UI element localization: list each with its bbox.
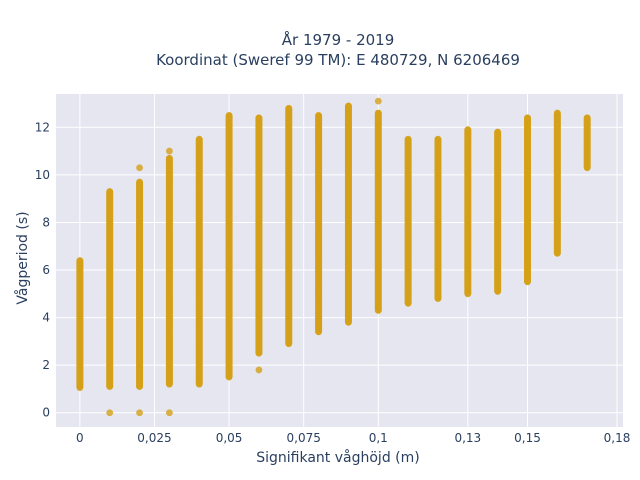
data-point <box>166 409 173 417</box>
data-column <box>165 147 173 417</box>
data-column <box>553 109 561 257</box>
data-point <box>583 114 591 122</box>
data-point <box>76 384 84 392</box>
data-point <box>166 147 173 155</box>
y-tick-label: 12 <box>35 120 50 134</box>
data-column <box>195 135 203 388</box>
data-column <box>285 104 293 348</box>
y-axis-title: Vågperiod (s) <box>14 211 31 304</box>
data-point <box>404 135 412 143</box>
data-column <box>494 128 502 295</box>
x-tick-label: 0,18 <box>604 431 631 445</box>
data-point <box>345 102 352 110</box>
data-column <box>524 114 532 286</box>
y-axis-ticks: 0 2 4 6 8 10 12 <box>35 120 50 419</box>
data-column <box>344 102 352 326</box>
y-tick-label: 6 <box>42 263 50 277</box>
data-point <box>255 366 263 374</box>
x-tick-label: 0,15 <box>514 431 541 445</box>
x-tick-label: 0,05 <box>216 431 243 445</box>
data-points <box>76 97 591 417</box>
data-point <box>106 188 114 195</box>
x-tick-label: 0,1 <box>369 431 388 445</box>
data-point <box>374 97 382 105</box>
data-point <box>464 126 472 134</box>
data-point <box>106 409 114 417</box>
data-column <box>374 97 382 314</box>
y-tick-label: 2 <box>42 358 50 372</box>
x-tick-label: 0,025 <box>137 431 171 445</box>
data-point <box>255 114 263 122</box>
data-point <box>136 409 143 417</box>
y-tick-label: 10 <box>35 168 50 182</box>
data-column <box>404 135 412 307</box>
data-point <box>494 128 502 136</box>
data-column <box>106 188 114 417</box>
data-point <box>434 135 442 143</box>
data-column <box>136 164 144 417</box>
data-point <box>285 104 293 112</box>
data-point <box>166 154 173 162</box>
data-point <box>225 112 233 119</box>
data-column <box>225 112 233 381</box>
data-column <box>315 112 323 336</box>
y-tick-label: 4 <box>42 311 50 325</box>
chart-subtitle: Koordinat (Sweref 99 TM): E 480729, N 62… <box>156 51 520 69</box>
data-point <box>136 164 143 172</box>
data-point <box>315 112 323 119</box>
data-column <box>434 135 442 302</box>
data-column <box>464 126 472 298</box>
data-column <box>583 114 591 172</box>
chart-title: År 1979 - 2019 <box>282 30 395 49</box>
y-tick-label: 8 <box>42 215 50 229</box>
data-column <box>255 114 263 374</box>
x-tick-label: 0,13 <box>454 431 481 445</box>
data-point <box>76 257 84 264</box>
data-point <box>195 135 203 143</box>
x-tick-label: 0,075 <box>287 431 321 445</box>
data-point <box>374 109 382 117</box>
data-column <box>76 257 84 392</box>
data-point <box>524 114 531 122</box>
x-axis-ticks: 0 0,025 0,05 0,075 0,1 0,13 0,15 0,18 <box>76 431 630 445</box>
data-point <box>553 109 561 117</box>
x-axis-title: Signifikant våghöjd (m) <box>256 449 419 466</box>
y-tick-label: 0 <box>42 406 50 420</box>
data-point <box>136 178 143 186</box>
x-tick-label: 0 <box>76 431 84 445</box>
